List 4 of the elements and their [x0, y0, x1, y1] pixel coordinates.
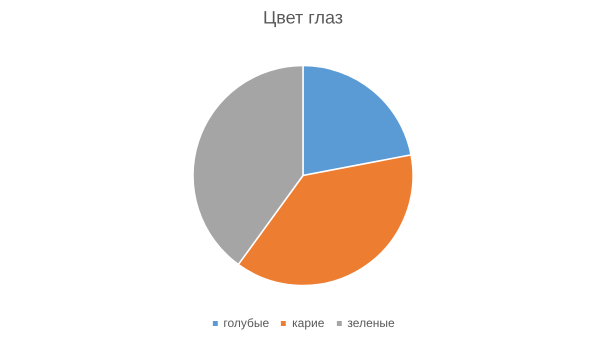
- legend-label: зеленые: [347, 316, 395, 330]
- legend-label: голубые: [223, 316, 270, 330]
- chart-title: Цвет глаз: [262, 8, 344, 28]
- legend-label: карие: [292, 316, 324, 330]
